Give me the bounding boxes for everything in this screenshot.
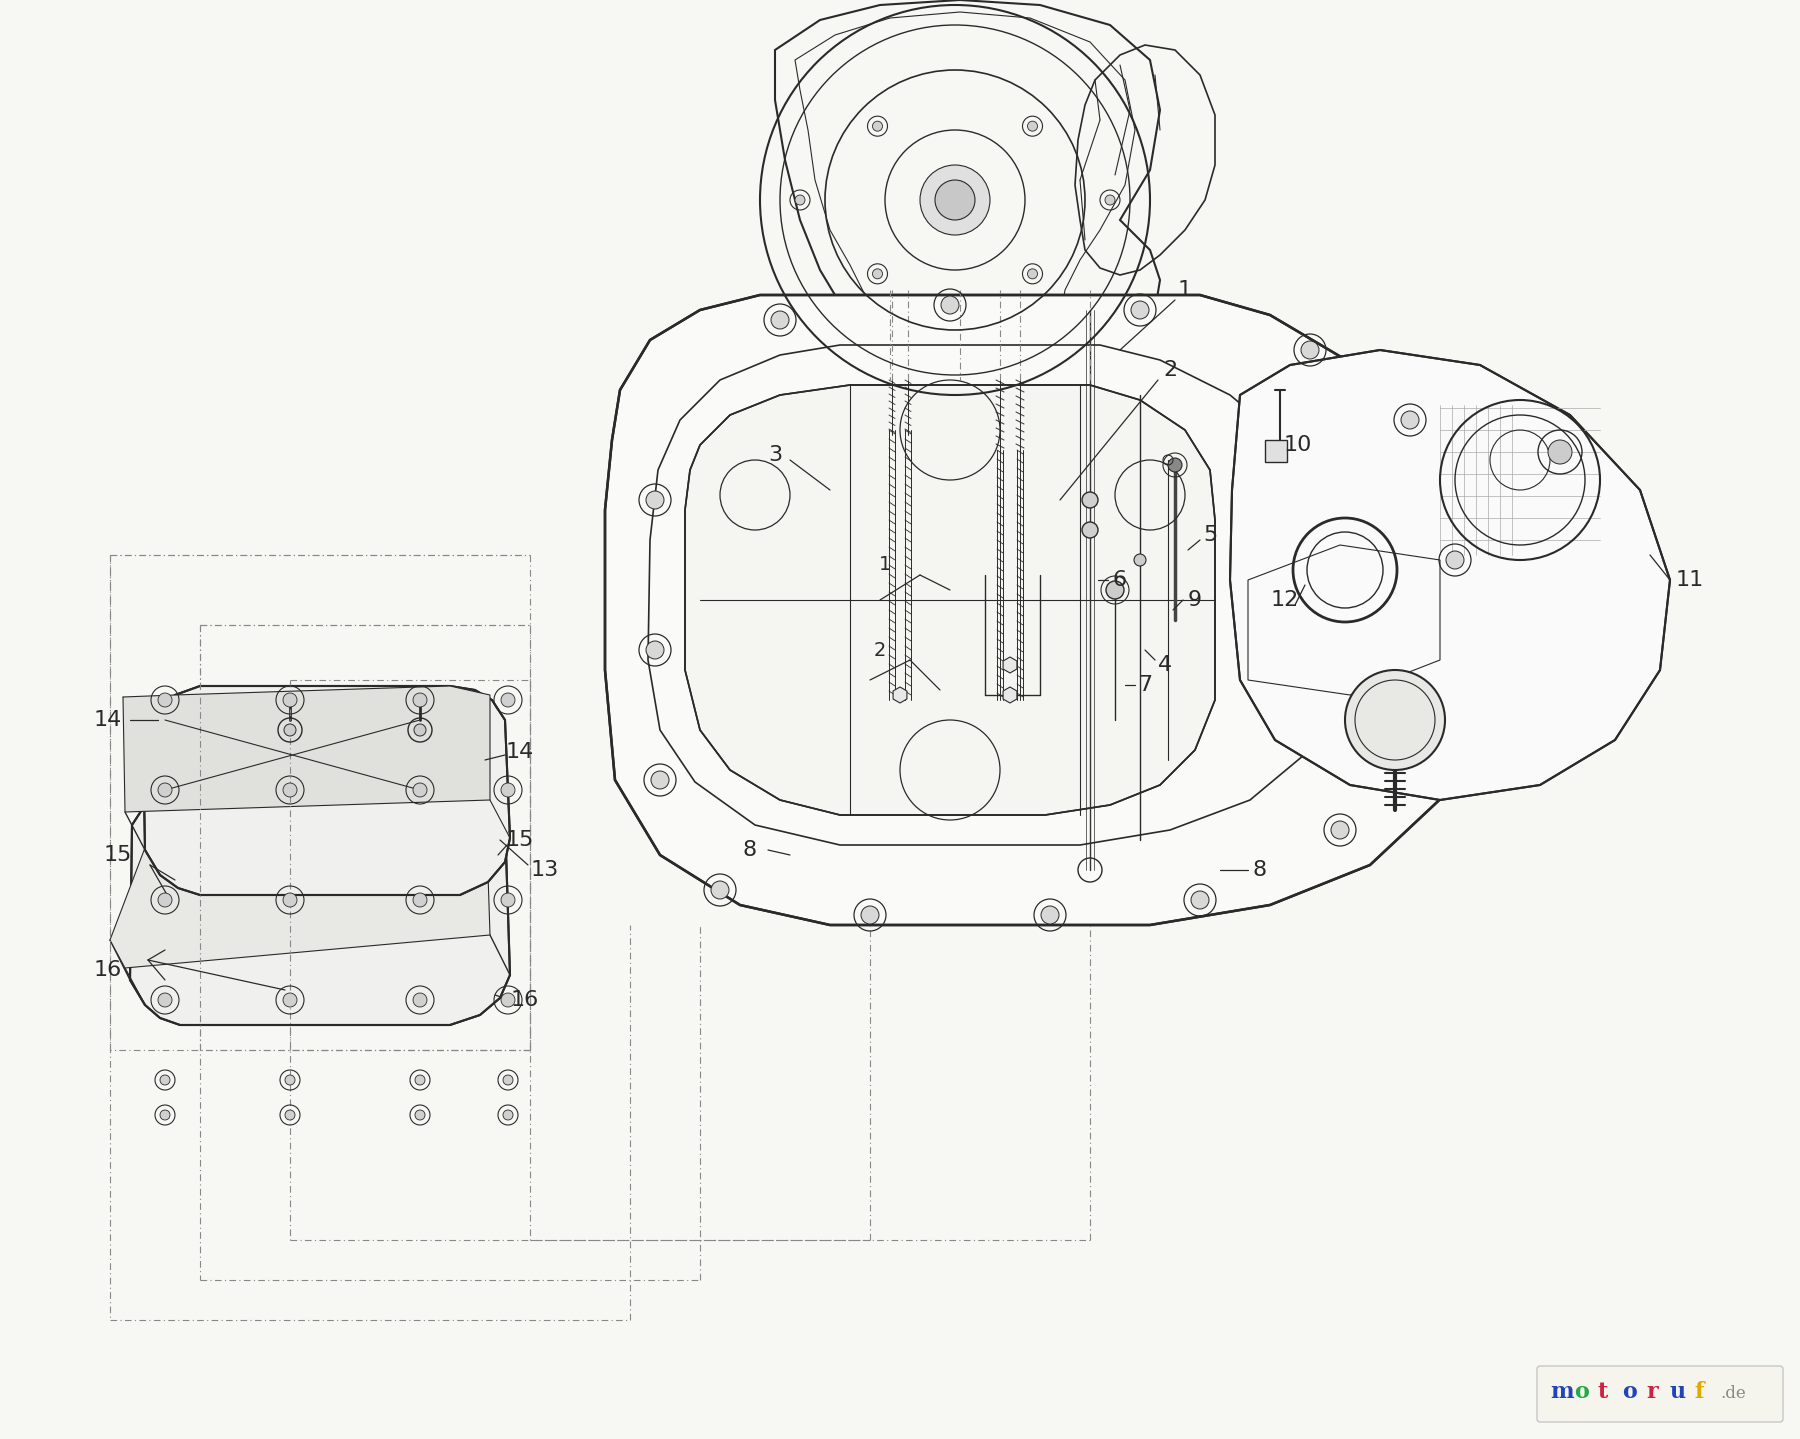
- Text: 14: 14: [94, 709, 122, 730]
- Text: m: m: [1550, 1381, 1573, 1403]
- Circle shape: [1105, 196, 1114, 204]
- Circle shape: [500, 894, 515, 907]
- Text: 5: 5: [1202, 525, 1217, 545]
- Text: 7: 7: [1138, 675, 1152, 695]
- Text: 13: 13: [531, 861, 560, 881]
- Circle shape: [1168, 458, 1183, 472]
- Text: .de: .de: [1721, 1386, 1746, 1403]
- Circle shape: [934, 180, 976, 220]
- Text: 6: 6: [1112, 570, 1127, 590]
- Polygon shape: [130, 781, 509, 1025]
- Circle shape: [920, 165, 990, 235]
- Text: 11: 11: [1676, 570, 1705, 590]
- Circle shape: [646, 491, 664, 509]
- Circle shape: [284, 724, 295, 735]
- Text: 10: 10: [1283, 435, 1312, 455]
- Circle shape: [500, 783, 515, 797]
- FancyBboxPatch shape: [1537, 1366, 1784, 1422]
- Circle shape: [500, 694, 515, 707]
- Circle shape: [1028, 121, 1037, 131]
- Circle shape: [414, 724, 427, 735]
- Text: 15: 15: [506, 830, 535, 850]
- Text: 2: 2: [1163, 360, 1177, 380]
- Text: t: t: [1598, 1381, 1607, 1403]
- Circle shape: [652, 771, 670, 789]
- Circle shape: [502, 1109, 513, 1120]
- Text: f: f: [1694, 1381, 1703, 1403]
- Circle shape: [160, 1075, 169, 1085]
- Circle shape: [284, 1075, 295, 1085]
- Circle shape: [1028, 269, 1037, 279]
- Circle shape: [873, 269, 882, 279]
- Polygon shape: [1003, 686, 1017, 704]
- Bar: [1265, 440, 1287, 462]
- Text: 1: 1: [878, 555, 891, 574]
- Circle shape: [941, 296, 959, 314]
- Circle shape: [1400, 412, 1418, 429]
- Circle shape: [412, 894, 427, 907]
- Circle shape: [283, 993, 297, 1007]
- Circle shape: [500, 993, 515, 1007]
- Circle shape: [283, 894, 297, 907]
- Circle shape: [1301, 341, 1319, 358]
- Circle shape: [860, 907, 878, 924]
- Text: o: o: [1573, 1381, 1589, 1403]
- Circle shape: [1345, 671, 1445, 770]
- Circle shape: [711, 881, 729, 899]
- Circle shape: [283, 783, 297, 797]
- Text: 14: 14: [506, 743, 535, 763]
- Circle shape: [412, 694, 427, 707]
- Circle shape: [1105, 581, 1123, 599]
- Polygon shape: [605, 295, 1490, 925]
- Polygon shape: [1003, 658, 1017, 673]
- Circle shape: [1082, 522, 1098, 538]
- Circle shape: [160, 1109, 169, 1120]
- Text: 1: 1: [1177, 281, 1192, 299]
- Circle shape: [646, 640, 664, 659]
- Circle shape: [1192, 891, 1210, 909]
- Circle shape: [1082, 492, 1098, 508]
- Text: 9: 9: [1188, 590, 1202, 610]
- Circle shape: [1134, 554, 1147, 566]
- Circle shape: [1040, 907, 1058, 924]
- Circle shape: [1411, 691, 1429, 709]
- Polygon shape: [1229, 350, 1670, 800]
- Circle shape: [416, 1109, 425, 1120]
- Circle shape: [1548, 440, 1571, 463]
- Text: u: u: [1670, 1381, 1687, 1403]
- Circle shape: [796, 196, 805, 204]
- Circle shape: [412, 783, 427, 797]
- Text: 15: 15: [104, 845, 131, 865]
- Circle shape: [158, 783, 173, 797]
- Circle shape: [1445, 551, 1463, 568]
- Text: 12: 12: [1271, 590, 1300, 610]
- Polygon shape: [893, 686, 907, 704]
- Circle shape: [770, 311, 788, 330]
- Polygon shape: [122, 686, 490, 812]
- Text: o: o: [1622, 1381, 1636, 1403]
- Text: 4: 4: [1157, 655, 1172, 675]
- Polygon shape: [110, 781, 490, 968]
- Text: 16: 16: [511, 990, 540, 1010]
- Polygon shape: [686, 386, 1215, 814]
- Circle shape: [158, 694, 173, 707]
- Text: 16: 16: [94, 960, 122, 980]
- Circle shape: [158, 894, 173, 907]
- Circle shape: [416, 1075, 425, 1085]
- Circle shape: [283, 694, 297, 707]
- Text: 3: 3: [769, 445, 781, 465]
- Circle shape: [412, 993, 427, 1007]
- Circle shape: [1130, 301, 1148, 319]
- Polygon shape: [142, 686, 509, 895]
- Text: 8: 8: [1253, 861, 1267, 881]
- Circle shape: [1330, 822, 1348, 839]
- Text: 8: 8: [743, 840, 758, 861]
- Circle shape: [158, 993, 173, 1007]
- Circle shape: [873, 121, 882, 131]
- Text: r: r: [1645, 1381, 1658, 1403]
- Circle shape: [502, 1075, 513, 1085]
- Text: 2: 2: [873, 640, 886, 659]
- Circle shape: [284, 1109, 295, 1120]
